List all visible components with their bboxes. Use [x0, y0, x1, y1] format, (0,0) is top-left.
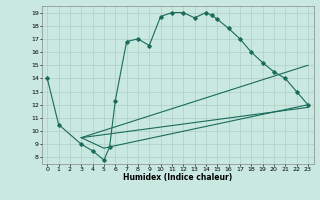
- X-axis label: Humidex (Indice chaleur): Humidex (Indice chaleur): [123, 173, 232, 182]
